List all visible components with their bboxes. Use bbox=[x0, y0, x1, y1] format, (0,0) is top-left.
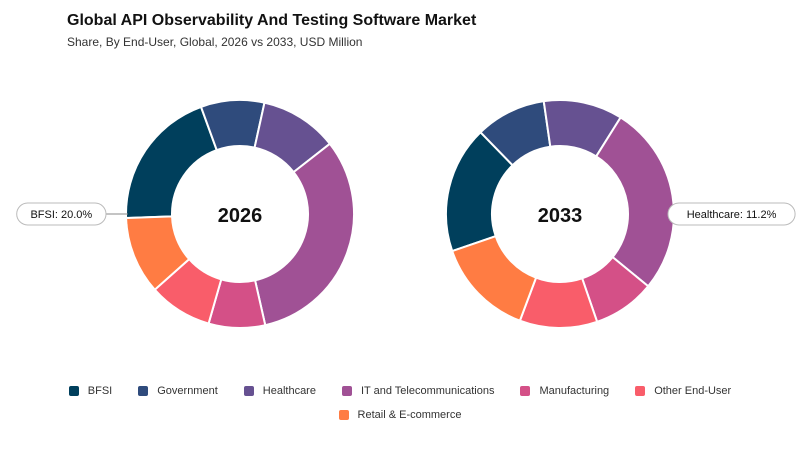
callout-label-2026: BFSI: 20.0% bbox=[30, 209, 92, 221]
slice-2033-it-and-telecommunications[interactable] bbox=[594, 116, 675, 288]
legend-label: Other End-User bbox=[654, 385, 732, 397]
legend-swatch bbox=[520, 386, 531, 396]
center-label-2026: 2026 bbox=[218, 205, 263, 227]
slice-2033-retail-and-e-commerce[interactable] bbox=[450, 234, 538, 322]
callout-label-2033: Healthcare: 11.2% bbox=[687, 209, 777, 221]
legend-item-other-end-user[interactable]: Other End-User bbox=[631, 385, 735, 397]
legend-label: Manufacturing bbox=[539, 385, 610, 397]
slice-2026-retail-and-e-commerce[interactable] bbox=[125, 215, 191, 292]
legend-item-retail-and-e-commerce[interactable]: Retail & E-commerce bbox=[335, 409, 466, 421]
donut-2033: 2033 Healthcare: 11.2% bbox=[445, 99, 796, 329]
legend-label: Government bbox=[157, 385, 218, 397]
legend-label: IT and Telecommunications bbox=[360, 385, 495, 397]
chart-subtitle: Share, By End-User, Global, 2026 vs 2033… bbox=[67, 35, 363, 49]
legend-swatch bbox=[635, 386, 646, 396]
chart-title: Global API Observability And Testing Sof… bbox=[67, 12, 477, 29]
donut-2026: 2026 BFSI: 20.0% bbox=[16, 99, 355, 329]
callout-box-2033 bbox=[667, 202, 796, 226]
legend-swatch bbox=[338, 410, 349, 420]
legend-swatch bbox=[243, 386, 254, 396]
legend: BFSI Government Healthcare IT and Telecommu… bbox=[0, 385, 800, 421]
legend-item-government[interactable]: Government bbox=[134, 385, 222, 397]
callout-box-2026 bbox=[16, 202, 107, 226]
legend-item-it-and-telecommunications[interactable]: IT and Telecommunications bbox=[338, 385, 499, 397]
legend-swatch bbox=[341, 386, 352, 396]
slice-2026-bfsi[interactable] bbox=[125, 105, 219, 220]
slice-2026-it-and-telecommunications[interactable] bbox=[253, 142, 355, 327]
legend-item-healthcare[interactable]: Healthcare bbox=[240, 385, 320, 397]
legend-label: BFSI bbox=[87, 385, 113, 397]
legend-item-manufacturing[interactable]: Manufacturing bbox=[516, 385, 613, 397]
legend-label: Healthcare bbox=[262, 385, 316, 397]
legend-swatch bbox=[68, 386, 79, 396]
center-label-2033: 2033 bbox=[538, 205, 583, 227]
legend-label: Retail & E-commerce bbox=[357, 409, 462, 421]
legend-swatch bbox=[138, 386, 149, 396]
legend-item-bfsi[interactable]: BFSI bbox=[65, 385, 116, 397]
